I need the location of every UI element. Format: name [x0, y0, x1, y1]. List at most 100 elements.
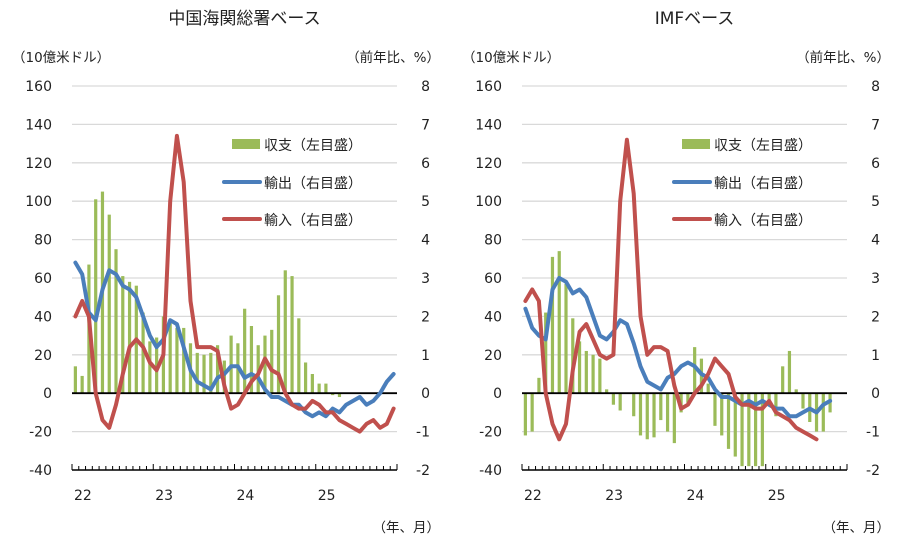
- right-tick-label: 0: [871, 386, 880, 402]
- balance-bar: [337, 393, 342, 398]
- left-tick-label: 40: [34, 309, 52, 325]
- left-tick-label: 80: [34, 233, 52, 249]
- left-tick-label: 40: [484, 309, 502, 325]
- x-tick-label: 24: [237, 488, 255, 504]
- balance-bar: [720, 393, 724, 436]
- right-tick-label: 4: [421, 233, 430, 249]
- left-tick-label: 0: [493, 386, 502, 402]
- balance-bar: [760, 393, 764, 467]
- balance-bar: [215, 345, 220, 394]
- right-tick-label: 5: [421, 194, 430, 210]
- balance-bar: [209, 352, 213, 394]
- balance-bar: [80, 375, 84, 394]
- right-tick-label: -1: [866, 425, 880, 441]
- legend-label: 輸入（右目盛）: [714, 213, 812, 229]
- balance-bar: [787, 350, 792, 394]
- right-axis-unit-label: （前年比、%）: [796, 49, 890, 66]
- balance-bar: [659, 393, 663, 421]
- left-axis-unit-label: （10億米ドル）: [462, 50, 560, 66]
- balance-bar: [706, 383, 710, 394]
- balance-bar: [557, 251, 561, 394]
- balance-bar: [530, 393, 534, 432]
- balance-bar: [564, 283, 568, 394]
- balance-bar: [331, 393, 335, 396]
- x-axis-unit-label: （年、月）: [823, 520, 891, 536]
- balance-bar: [202, 354, 206, 394]
- chart-title: 中国海関総署ベース: [168, 9, 320, 29]
- balance-bar: [726, 393, 731, 449]
- balance-bar: [740, 393, 744, 467]
- balance-bar: [324, 383, 328, 394]
- left-tick-label: 140: [25, 117, 52, 133]
- right-tick-label: 4: [871, 233, 880, 249]
- balance-bar: [605, 389, 609, 394]
- balance-bar: [141, 312, 145, 394]
- x-tick-label: 22: [524, 488, 542, 504]
- balance-bar: [290, 276, 294, 394]
- chart-panel-customs: 中国海関総署ベース （10億米ドル） （前年比、%） 160 140 120 100 80 60…: [0, 0, 450, 556]
- balance-bar: [263, 335, 267, 394]
- balance-bar: [672, 393, 676, 444]
- right-tick-label: 3: [871, 271, 880, 287]
- right-axis-unit-label: （前年比、%）: [346, 49, 440, 66]
- right-tick-label: 2: [421, 309, 430, 325]
- legend-swatch-balance: [682, 139, 710, 149]
- balance-bar: [794, 389, 798, 394]
- right-tick-label: 8: [421, 79, 430, 95]
- chart-title: IMFベース: [655, 9, 735, 29]
- balance-bar: [195, 352, 199, 394]
- x-tick-label: 22: [74, 488, 92, 504]
- x-tick-label: 23: [155, 488, 173, 504]
- left-tick-label: 80: [484, 233, 502, 249]
- left-tick-label: 0: [43, 386, 52, 402]
- balance-bar: [114, 249, 118, 394]
- balance-bar: [249, 326, 254, 394]
- balance-bar: [550, 256, 555, 394]
- balance-bar: [121, 276, 125, 394]
- right-tick-label: -2: [866, 463, 880, 479]
- right-tick-label: 3: [421, 271, 430, 287]
- balance-bar: [94, 199, 98, 394]
- left-tick-label: -40: [479, 463, 502, 479]
- left-tick-label: -20: [479, 425, 502, 441]
- left-tick-label: 120: [25, 156, 52, 172]
- x-tick-label: 24: [687, 488, 705, 504]
- left-tick-label: -20: [29, 425, 52, 441]
- right-tick-label: 1: [421, 348, 430, 364]
- balance-bar: [270, 329, 274, 394]
- balance-bar: [618, 393, 622, 411]
- balance-bar: [127, 281, 132, 394]
- chart-imf-svg: IMFベース（10億米ドル） （前年比、%）1601401201008060402…: [462, 9, 891, 536]
- right-tick-label: 6: [421, 156, 430, 172]
- balance-bar: [297, 318, 301, 394]
- balance-bar: [584, 350, 588, 394]
- balance-bar: [571, 318, 575, 394]
- right-tick-label: -1: [416, 425, 430, 441]
- balance-bar: [611, 393, 616, 405]
- balance-bar: [598, 358, 602, 394]
- balance-bar: [801, 393, 805, 409]
- balance-bar: [182, 327, 186, 394]
- left-tick-label: 100: [475, 194, 502, 210]
- x-tick-label: 25: [318, 488, 336, 504]
- balance-bar: [645, 393, 649, 440]
- x-axis-unit-label: （年、月）: [373, 520, 441, 536]
- balance-bar: [632, 393, 636, 417]
- export-line: [523, 276, 833, 419]
- balance-bar: [638, 393, 643, 436]
- right-tick-label: 7: [421, 117, 430, 133]
- import-line: [523, 137, 819, 442]
- x-tick-label: 23: [605, 488, 623, 504]
- balance-bar: [753, 393, 758, 467]
- right-tick-label: 6: [871, 156, 880, 172]
- balance-bar: [317, 383, 321, 394]
- balance-bar: [168, 322, 172, 394]
- left-tick-label: 60: [34, 271, 52, 287]
- import-line: [73, 133, 396, 434]
- right-tick-label: 5: [871, 194, 880, 210]
- right-tick-label: 7: [871, 117, 880, 133]
- balance-bar: [523, 393, 527, 436]
- balance-bar: [310, 374, 314, 394]
- left-tick-label: 20: [34, 348, 52, 364]
- right-tick-label: 8: [871, 79, 880, 95]
